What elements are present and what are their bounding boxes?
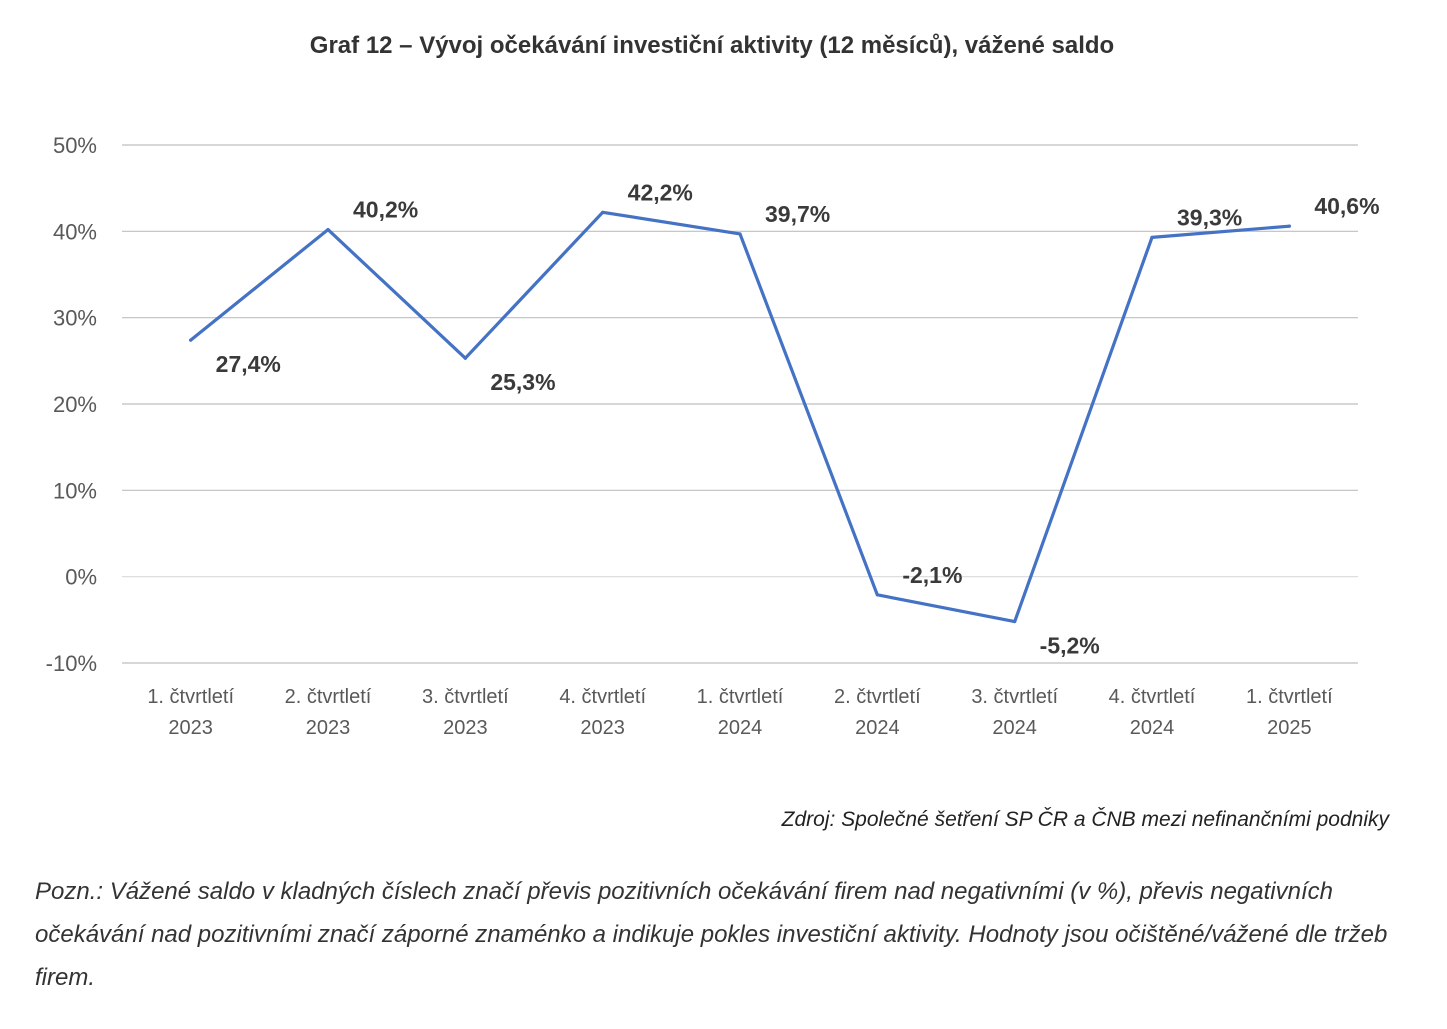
- y-tick-label: 50%: [53, 133, 97, 158]
- data-point: [1150, 235, 1154, 239]
- x-tick-label: 4. čtvrtletí: [1109, 686, 1196, 708]
- x-tick-label: 2. čtvrtletí: [834, 686, 921, 708]
- y-tick-label: 10%: [53, 478, 97, 503]
- data-label: 25,3%: [490, 369, 555, 395]
- x-axis-tick-labels: 1. čtvrtletí 2023 2. čtvrtletí 2023 3. čtvrt…: [147, 686, 1333, 739]
- chart-title: Graf 12 – Vývoj očekávání investiční akt…: [309, 32, 1115, 59]
- y-tick-label: 40%: [53, 219, 97, 244]
- x-tick-label: 4. čtvrtletí: [559, 686, 646, 708]
- data-point: [738, 232, 742, 236]
- data-point: [601, 210, 605, 214]
- data-label: 39,7%: [765, 201, 830, 227]
- y-axis-tick-labels: -10% 0% 10% 20% 30% 40% 50%: [46, 133, 97, 676]
- y-tick-label: -10%: [46, 651, 97, 676]
- data-point: [463, 356, 467, 360]
- y-tick-label: 0%: [65, 565, 97, 590]
- data-label: -5,2%: [1040, 633, 1100, 659]
- gridlines: [122, 144, 1358, 664]
- data-point: [1013, 619, 1017, 624]
- data-labels: 27,4% 40,2% 25,3% 42,2% 39,7% -2,1% -5,2% 39,3%…: [216, 179, 1380, 658]
- line-chart: -10% 0% 10% 20% 30% 40% 50% 1. čtvrtletí 2023 2.…: [46, 133, 1380, 739]
- x-tick-label: 2024: [718, 717, 763, 739]
- source-note: Zdroj: Společné šetření SP ČR a ČNB mezi…: [781, 808, 1389, 831]
- y-tick-label: 20%: [53, 392, 97, 417]
- data-label: 40,6%: [1314, 193, 1379, 219]
- x-tick-label: 3. čtvrtletí: [422, 686, 509, 708]
- data-label: 42,2%: [628, 179, 693, 205]
- x-tick-label: 2023: [168, 717, 213, 739]
- data-label: 39,3%: [1177, 204, 1242, 230]
- x-tick-label: 1. čtvrtletí: [147, 686, 234, 708]
- x-tick-label: 2024: [855, 717, 900, 739]
- x-tick-label: 2024: [992, 717, 1037, 739]
- x-tick-label: 1. čtvrtletí: [1246, 686, 1333, 708]
- series-line-layer: [189, 210, 1291, 624]
- x-tick-label: 2023: [580, 717, 625, 739]
- data-label: -2,1%: [902, 562, 962, 588]
- series-line: [189, 210, 1291, 624]
- data-label: 40,2%: [353, 197, 418, 223]
- x-tick-label: 2. čtvrtletí: [285, 686, 372, 708]
- data-point: [189, 338, 193, 342]
- x-tick-label: 3. čtvrtletí: [971, 686, 1058, 708]
- data-point: [326, 228, 330, 232]
- y-tick-label: 30%: [53, 306, 97, 331]
- data-label: 27,4%: [216, 351, 281, 377]
- x-tick-label: 2024: [1130, 717, 1175, 739]
- data-point: [1287, 224, 1291, 228]
- x-tick-label: 2023: [306, 717, 351, 739]
- footnote: Pozn.: Vážené saldo v kladných číslech z…: [35, 878, 1388, 991]
- data-point: [875, 593, 879, 597]
- x-tick-label: 2025: [1267, 717, 1312, 739]
- x-tick-label: 2023: [443, 717, 488, 739]
- x-tick-label: 1. čtvrtletí: [697, 686, 784, 708]
